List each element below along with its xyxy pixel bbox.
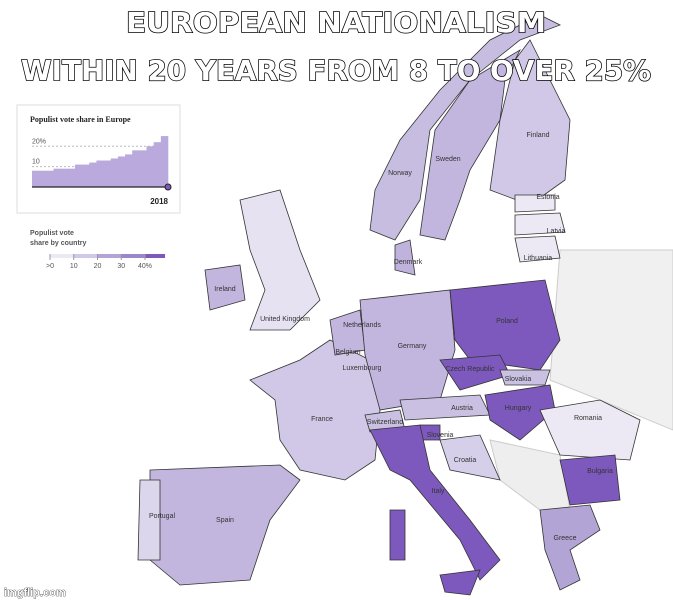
- country: [239, 189, 321, 331]
- country: [204, 264, 246, 311]
- bar: [46, 170, 54, 187]
- bar: [82, 164, 90, 187]
- bar: [117, 156, 126, 187]
- country: [514, 194, 556, 213]
- end-marker: [164, 183, 172, 191]
- meme-title: EUROPEAN NATIONALISM: [126, 6, 546, 39]
- country: [249, 339, 381, 481]
- bar: [132, 150, 140, 187]
- country-label: Romania: [574, 415, 602, 422]
- country-label: Czech Republic: [445, 366, 495, 373]
- country-label: Croatia: [454, 457, 477, 464]
- country-label: Slovakia: [505, 376, 532, 383]
- country: [484, 384, 556, 441]
- bar: [139, 150, 147, 187]
- country: [369, 424, 501, 581]
- country: [369, 14, 561, 241]
- country: [539, 399, 641, 461]
- country: [149, 464, 301, 586]
- country-label: Ireland: [214, 286, 236, 293]
- country-label: Bulgaria: [587, 468, 613, 475]
- legend-title: Populist vote: [30, 230, 74, 237]
- meme-title: WITHIN 20 YEARS FROM 8 TO OVER 25%: [21, 54, 651, 87]
- bar: [160, 136, 169, 187]
- country-label: Estonia: [536, 194, 559, 201]
- legend-tick-label: 40%: [138, 263, 152, 270]
- watermark: imgflip.com: [4, 587, 66, 599]
- bar: [125, 154, 133, 187]
- country: [559, 454, 621, 506]
- country: [137, 479, 161, 561]
- y-tick-label: 20%: [32, 138, 46, 145]
- bar: [110, 158, 119, 187]
- country-label: Finland: [527, 132, 550, 139]
- country-label: Italy: [432, 488, 445, 495]
- country-label: Sweden: [435, 156, 460, 163]
- country-label: Netherlands: [343, 322, 381, 329]
- country: [514, 235, 561, 263]
- country: [489, 39, 571, 206]
- legend-swatch: [121, 254, 145, 258]
- legend-swatch: [97, 254, 122, 258]
- country-label: Portugal: [149, 513, 176, 520]
- country-label: Germany: [398, 343, 427, 350]
- end-label: 2018: [150, 197, 168, 206]
- country-label: Luxembourg: [343, 365, 382, 372]
- bar: [53, 168, 61, 187]
- country: [419, 48, 521, 241]
- country: [439, 434, 501, 481]
- country-label: Belgium: [335, 349, 360, 356]
- legend-swatch: [50, 254, 74, 258]
- bar: [67, 168, 76, 187]
- y-tick-label: 10: [32, 159, 40, 166]
- bar: [96, 160, 104, 187]
- legend-tick-label: 30: [117, 263, 125, 270]
- land: [549, 249, 673, 431]
- legend-title: share by country: [30, 240, 87, 247]
- bar: [39, 170, 47, 187]
- bar: [32, 170, 40, 187]
- country-label: Denmark: [394, 259, 423, 266]
- country-label: Spain: [216, 517, 234, 524]
- country-label: Norway: [388, 170, 412, 177]
- country-label: Poland: [496, 318, 518, 325]
- bar: [103, 160, 112, 187]
- country-label: Lithuania: [524, 255, 553, 262]
- bar: [146, 146, 154, 187]
- country: [499, 369, 551, 386]
- country-label: Latvia: [547, 228, 566, 235]
- country: [439, 569, 481, 596]
- country-label: Greece: [554, 535, 577, 542]
- bar: [60, 168, 69, 187]
- country: [539, 504, 601, 591]
- legend-tick-label: 20: [94, 263, 102, 270]
- inset-title: Populist vote share in Europe: [30, 115, 131, 124]
- country-label: United Kingdom: [260, 316, 310, 323]
- legend-tick-label: >0: [46, 263, 54, 270]
- country-label: Slovenia: [427, 432, 454, 439]
- country: [394, 239, 416, 276]
- country: [389, 509, 406, 561]
- bar: [153, 142, 162, 187]
- legend-swatch: [145, 254, 165, 258]
- bar: [74, 164, 83, 187]
- country: [514, 212, 566, 236]
- legend-swatch: [73, 254, 98, 258]
- country-label: France: [311, 416, 333, 423]
- bar: [89, 162, 97, 187]
- country-label: Hungary: [505, 405, 532, 412]
- country-label: Austria: [451, 405, 473, 412]
- country-label: Switzerland: [367, 419, 403, 426]
- legend-tick-label: 10: [70, 263, 78, 270]
